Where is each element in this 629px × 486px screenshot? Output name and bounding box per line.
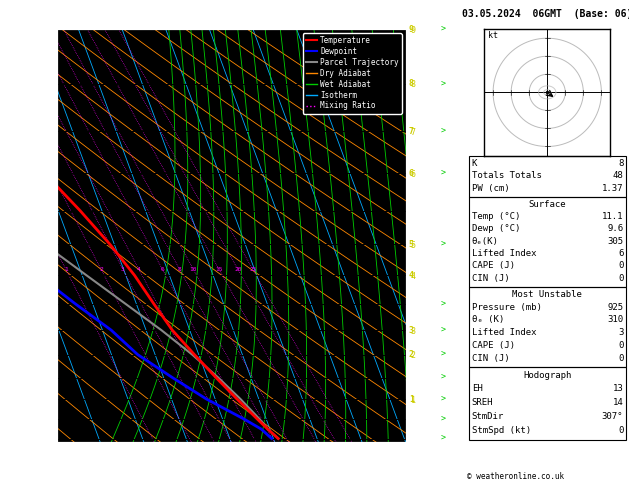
Text: Most Unstable: Most Unstable <box>512 290 582 299</box>
Y-axis label: km
ASL: km ASL <box>428 226 443 245</box>
Text: 48: 48 <box>613 171 623 180</box>
Legend: Temperature, Dewpoint, Parcel Trajectory, Dry Adiabat, Wet Adiabat, Isotherm, Mi: Temperature, Dewpoint, Parcel Trajectory… <box>303 33 402 114</box>
Text: 3: 3 <box>618 328 623 337</box>
Text: StmSpd (kt): StmSpd (kt) <box>472 426 531 434</box>
Text: >: > <box>440 434 445 443</box>
Text: >: > <box>440 79 445 88</box>
Text: 8: 8 <box>618 158 623 168</box>
Text: 0: 0 <box>618 341 623 350</box>
Text: >: > <box>440 127 445 136</box>
Text: 9.6: 9.6 <box>607 225 623 233</box>
Text: θₑ (K): θₑ (K) <box>472 315 504 324</box>
Text: 4: 4 <box>409 271 414 280</box>
Text: 0: 0 <box>618 426 623 434</box>
Text: 6: 6 <box>409 169 414 178</box>
Text: 6: 6 <box>160 267 164 272</box>
Text: θₑ(K): θₑ(K) <box>472 237 499 245</box>
Text: 307°: 307° <box>602 412 623 421</box>
Text: PW (cm): PW (cm) <box>472 184 509 192</box>
Text: 3: 3 <box>121 267 125 272</box>
Text: Surface: Surface <box>528 200 566 208</box>
Text: 305: 305 <box>607 237 623 245</box>
Text: 2: 2 <box>409 350 414 359</box>
Text: 9: 9 <box>409 25 414 34</box>
Text: 13: 13 <box>613 384 623 394</box>
Text: 10: 10 <box>189 267 197 272</box>
Text: 3: 3 <box>409 326 414 334</box>
Text: Dewp (°C): Dewp (°C) <box>472 225 520 233</box>
Text: 310: 310 <box>607 315 623 324</box>
Text: Pressure (mb): Pressure (mb) <box>472 303 542 312</box>
Text: 4: 4 <box>137 267 141 272</box>
Text: >: > <box>440 326 445 334</box>
Text: >: > <box>440 350 445 359</box>
Text: >: > <box>440 240 445 249</box>
Text: 1: 1 <box>64 267 68 272</box>
X-axis label: Dewpoint / Temperature (°C): Dewpoint / Temperature (°C) <box>152 463 311 473</box>
Text: 1: 1 <box>409 395 414 403</box>
Text: >: > <box>440 395 445 403</box>
Text: Hodograph: Hodograph <box>523 371 571 380</box>
Text: Totals Totals: Totals Totals <box>472 171 542 180</box>
Text: 2: 2 <box>99 267 103 272</box>
Text: CIN (J): CIN (J) <box>472 274 509 283</box>
Text: Temp (°C): Temp (°C) <box>472 212 520 221</box>
Text: 03.05.2024  06GMT  (Base: 06): 03.05.2024 06GMT (Base: 06) <box>462 9 629 19</box>
Text: >: > <box>440 373 445 382</box>
Y-axis label: hPa: hPa <box>19 227 29 244</box>
Text: 14: 14 <box>613 398 623 407</box>
Text: 25: 25 <box>249 267 257 272</box>
Text: 0: 0 <box>618 274 623 283</box>
Text: © weatheronline.co.uk: © weatheronline.co.uk <box>467 472 564 481</box>
Text: CAPE (J): CAPE (J) <box>472 341 515 350</box>
Text: CIN (J): CIN (J) <box>472 353 509 363</box>
Text: 1.37: 1.37 <box>602 184 623 192</box>
Text: Mixing Ratio (g/kg): Mixing Ratio (g/kg) <box>430 212 438 300</box>
Text: EH: EH <box>472 384 482 394</box>
Text: 0: 0 <box>618 353 623 363</box>
Text: Lifted Index: Lifted Index <box>472 328 537 337</box>
Text: 0: 0 <box>618 261 623 270</box>
Title: 53°06'N  23°10'E  143m ASL: 53°06'N 23°10'E 143m ASL <box>143 17 319 27</box>
Text: 5: 5 <box>409 240 414 249</box>
Text: 7: 7 <box>409 127 414 136</box>
Text: 11.1: 11.1 <box>602 212 623 221</box>
Text: Lifted Index: Lifted Index <box>472 249 537 258</box>
Text: 925: 925 <box>607 303 623 312</box>
Text: >: > <box>440 169 445 178</box>
Text: StmDir: StmDir <box>472 412 504 421</box>
Text: CAPE (J): CAPE (J) <box>472 261 515 270</box>
Text: 6: 6 <box>618 249 623 258</box>
Text: SREH: SREH <box>472 398 493 407</box>
Text: >: > <box>440 299 445 308</box>
Text: >: > <box>440 25 445 34</box>
Text: 8: 8 <box>178 267 182 272</box>
Text: >: > <box>440 415 445 424</box>
Text: 20: 20 <box>234 267 242 272</box>
Text: 15: 15 <box>215 267 223 272</box>
Text: kt: kt <box>487 31 498 40</box>
Text: 8: 8 <box>409 79 414 88</box>
Text: LCL: LCL <box>410 436 425 445</box>
Text: K: K <box>472 158 477 168</box>
